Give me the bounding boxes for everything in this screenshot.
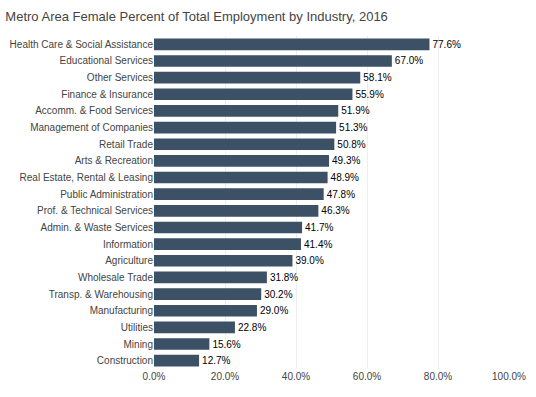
svg-text:Manufacturing: Manufacturing (90, 305, 153, 316)
svg-text:Retail Trade: Retail Trade (99, 139, 153, 150)
svg-text:Arts & Recreation: Arts & Recreation (75, 155, 153, 166)
svg-text:100.0%: 100.0% (492, 371, 526, 382)
svg-text:Wholesale Trade: Wholesale Trade (78, 272, 153, 283)
svg-text:Transp. & Warehousing: Transp. & Warehousing (49, 289, 153, 300)
svg-text:49.3%: 49.3% (332, 155, 360, 166)
svg-text:Agriculture: Agriculture (105, 255, 153, 266)
svg-text:40.0%: 40.0% (282, 371, 310, 382)
svg-text:Mining: Mining (124, 339, 153, 350)
svg-text:39.0%: 39.0% (295, 255, 323, 266)
svg-text:55.9%: 55.9% (355, 89, 383, 100)
svg-text:51.3%: 51.3% (339, 122, 367, 133)
svg-text:12.7%: 12.7% (202, 355, 230, 366)
svg-text:41.4%: 41.4% (304, 239, 332, 250)
svg-text:Management of Companies: Management of Companies (30, 122, 153, 133)
svg-text:Utilities: Utilities (121, 322, 153, 333)
svg-text:Finance & Insurance: Finance & Insurance (61, 89, 153, 100)
svg-text:46.3%: 46.3% (321, 205, 349, 216)
svg-text:58.1%: 58.1% (363, 72, 391, 83)
svg-text:Public Administration: Public Administration (60, 189, 153, 200)
svg-text:Metro Area Female Percent of T: Metro Area Female Percent of Total Emplo… (5, 9, 387, 24)
svg-text:77.6%: 77.6% (432, 39, 460, 50)
svg-text:0.0%: 0.0% (143, 371, 166, 382)
svg-text:50.8%: 50.8% (337, 139, 365, 150)
svg-text:30.2%: 30.2% (264, 289, 292, 300)
svg-text:Admin. & Waste Services: Admin. & Waste Services (41, 222, 153, 233)
svg-text:67.0%: 67.0% (395, 55, 423, 66)
svg-text:Prof. & Technical Services: Prof. & Technical Services (37, 205, 153, 216)
svg-text:Information: Information (103, 239, 153, 250)
svg-text:15.6%: 15.6% (212, 339, 240, 350)
svg-text:Health Care & Social Assistanc: Health Care & Social Assistance (10, 39, 154, 50)
svg-text:Construction: Construction (97, 355, 153, 366)
svg-text:51.9%: 51.9% (341, 105, 369, 116)
svg-text:29.0%: 29.0% (260, 305, 288, 316)
svg-text:Other Services: Other Services (87, 72, 153, 83)
svg-text:Accomm. & Food Services: Accomm. & Food Services (35, 105, 153, 116)
svg-text:20.0%: 20.0% (211, 371, 239, 382)
svg-text:47.8%: 47.8% (327, 189, 355, 200)
svg-text:48.9%: 48.9% (331, 172, 359, 183)
svg-text:80.0%: 80.0% (424, 371, 452, 382)
svg-text:Educational Services: Educational Services (60, 55, 153, 66)
svg-text:22.8%: 22.8% (238, 322, 266, 333)
svg-text:41.7%: 41.7% (305, 222, 333, 233)
svg-text:31.8%: 31.8% (270, 272, 298, 283)
svg-text:60.0%: 60.0% (353, 371, 381, 382)
svg-text:Real Estate, Rental & Leasing: Real Estate, Rental & Leasing (20, 172, 153, 183)
